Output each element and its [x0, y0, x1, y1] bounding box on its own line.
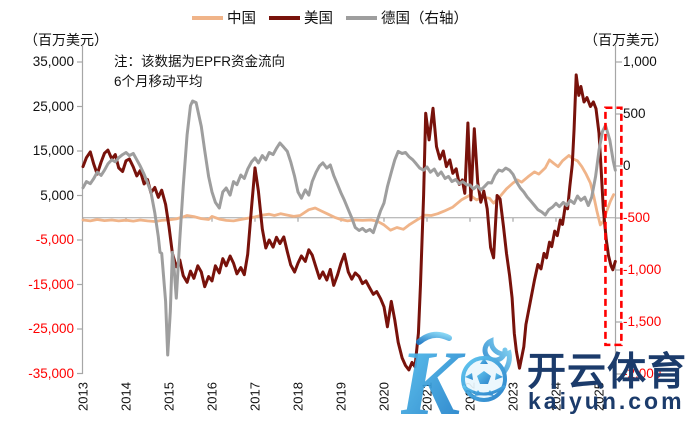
left-axis-tick-label: -35,000	[28, 365, 74, 381]
left-axis-tick-label: 35,000	[32, 54, 74, 69]
left-axis-tick-label: -15,000	[28, 276, 74, 292]
right-axis-tick-label: -2,000	[623, 366, 662, 381]
left-axis-tick-label: -25,000	[28, 321, 74, 336]
legend-line-swatch	[269, 15, 300, 20]
chart-legend: 中国 美国 德国（右轴）	[192, 7, 468, 28]
right-axis-unit-label: （百万美元）	[584, 32, 668, 48]
left-axis-tick-label: -5,000	[35, 232, 74, 247]
x-axis-year-label: 2025	[591, 382, 607, 411]
x-axis-year-label: 2020	[376, 382, 392, 411]
chart-note-line1: 注：该数据为EPFR资金流向	[114, 54, 286, 69]
legend-item-美国: 美国	[269, 7, 333, 28]
right-axis-tick-label: -500	[623, 210, 651, 225]
x-axis-year-label: 2024	[548, 382, 564, 411]
chart-note: 注：该数据为EPFR资金流向 6个月移动平均	[114, 52, 285, 92]
x-axis-year-label: 2015	[161, 382, 177, 411]
chart-note-line2: 6个月移动平均	[114, 74, 203, 89]
x-axis-year-label: 2018	[290, 382, 306, 411]
series-德国（右轴）	[81, 99, 617, 357]
legend-label: 美国	[304, 11, 333, 27]
left-axis-tick-label: 15,000	[32, 143, 74, 158]
x-axis-year-label: 2017	[247, 382, 263, 411]
highlight-dashed-box	[604, 106, 623, 347]
x-axis-year-label: 2023	[505, 382, 521, 411]
x-axis-year-label: 2022	[462, 382, 478, 411]
legend-item-中国: 中国	[192, 7, 256, 28]
right-axis-tick-label: 1,000	[623, 54, 657, 69]
series-美国	[81, 73, 617, 372]
left-axis-tick-label: 25,000	[32, 98, 74, 114]
x-axis-year-label: 2021	[419, 382, 435, 411]
left-axis-unit-label: （百万美元）	[24, 32, 108, 48]
right-axis-tick-label: 0	[623, 158, 631, 173]
right-axis-tick-label: -1,500	[623, 314, 662, 329]
x-axis-year-label: 2014	[118, 382, 134, 411]
legend-label: 中国	[227, 11, 256, 27]
left-axis-tick-label: 5,000	[40, 187, 74, 203]
legend-line-swatch	[346, 15, 377, 20]
x-axis-year-label: 2019	[333, 382, 349, 411]
right-axis-tick-label: -1,000	[623, 262, 662, 277]
legend-label: 德国（右轴）	[381, 11, 468, 27]
x-axis-year-label: 2013	[75, 382, 91, 411]
right-axis-tick-label: 500	[623, 106, 646, 121]
x-axis-year-label: 2016	[204, 382, 220, 411]
legend-item-德国（右轴）: 德国（右轴）	[346, 7, 468, 28]
legend-line-swatch	[192, 15, 223, 20]
